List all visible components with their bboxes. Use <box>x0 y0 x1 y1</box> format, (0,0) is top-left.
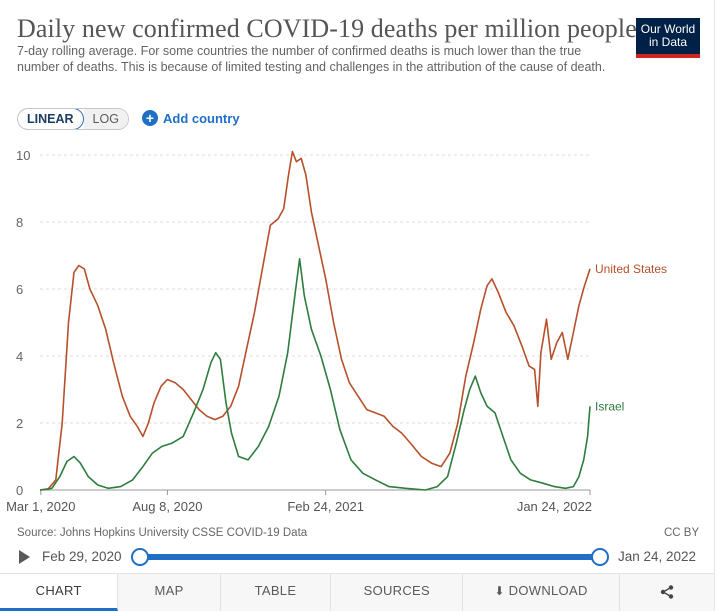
logo-line-2: in Data <box>648 35 688 49</box>
scale-toggle: LINEAR LOG <box>17 108 129 130</box>
y-tick-label: 6 <box>16 282 23 297</box>
timeline: Feb 29, 2020 Jan 24, 2022 <box>0 545 714 569</box>
page-title: Daily new confirmed COVID-19 deaths per … <box>17 14 637 43</box>
timeline-end-label: Jan 24, 2022 <box>618 549 697 564</box>
series-line-israel <box>39 258 591 491</box>
logo-line-1: Our World <box>640 22 696 36</box>
chart-grid <box>40 154 590 424</box>
x-tick-label: Feb 24, 2021 <box>287 499 364 514</box>
plus-circle-icon: + <box>142 110 158 126</box>
tab-download-label: DOWNLOAD <box>508 583 588 598</box>
timeline-start-label: Feb 29, 2020 <box>42 549 122 564</box>
series-label: United States <box>595 262 667 276</box>
add-country-label: Add country <box>163 110 240 126</box>
download-icon: ⬇ <box>494 584 505 598</box>
y-tick-label: 4 <box>16 349 23 364</box>
add-country-button[interactable]: + Add country <box>142 109 240 127</box>
x-tick-label: Aug 8, 2020 <box>132 499 202 514</box>
line-chart: 0 2 4 6 8 10 Mar 1, 2020 Aug 8, 2020 Feb 24, 20… <box>6 148 667 514</box>
tab-bar: CHART MAP TABLE SOURCES ⬇ DOWNLOAD <box>0 573 714 611</box>
x-tick-label: Jan 24, 2022 <box>517 499 592 514</box>
y-tick-label: 10 <box>16 148 30 163</box>
timeline-end-handle[interactable] <box>591 548 609 566</box>
chart-subtitle: 7-day rolling average. For some countrie… <box>17 44 606 74</box>
linear-scale-button[interactable]: LINEAR <box>17 109 84 129</box>
owid-logo[interactable]: Our World in Data <box>636 18 700 58</box>
play-icon[interactable] <box>19 550 30 564</box>
log-scale-button[interactable]: LOG <box>83 109 128 129</box>
series-line-united-states <box>39 150 591 491</box>
share-icon <box>660 585 673 599</box>
tab-map[interactable]: MAP <box>118 574 221 611</box>
y-tick-label: 8 <box>16 215 23 230</box>
y-tick-label: 0 <box>16 483 23 498</box>
license-link[interactable]: CC BY <box>664 527 700 539</box>
tab-chart[interactable]: CHART <box>0 574 119 611</box>
chart-series <box>39 150 591 491</box>
series-label: Israel <box>595 399 624 413</box>
x-tick-label: Mar 1, 2020 <box>6 499 75 514</box>
tab-download[interactable]: ⬇ DOWNLOAD <box>463 574 620 611</box>
timeline-start-handle[interactable] <box>131 548 149 566</box>
tab-sources[interactable]: SOURCES <box>331 574 464 611</box>
source-note[interactable]: Source: Johns Hopkins University CSSE CO… <box>17 527 308 539</box>
x-axis: Mar 1, 2020 Aug 8, 2020 Feb 24, 2021 Jan 24… <box>6 489 592 514</box>
share-button[interactable] <box>620 574 714 611</box>
y-axis-ticks: 0 2 4 6 8 10 <box>16 148 30 498</box>
timeline-track[interactable] <box>140 554 600 560</box>
y-tick-label: 2 <box>16 416 23 431</box>
tab-table[interactable]: TABLE <box>221 574 332 611</box>
series-labels: United States Israel <box>595 262 667 413</box>
